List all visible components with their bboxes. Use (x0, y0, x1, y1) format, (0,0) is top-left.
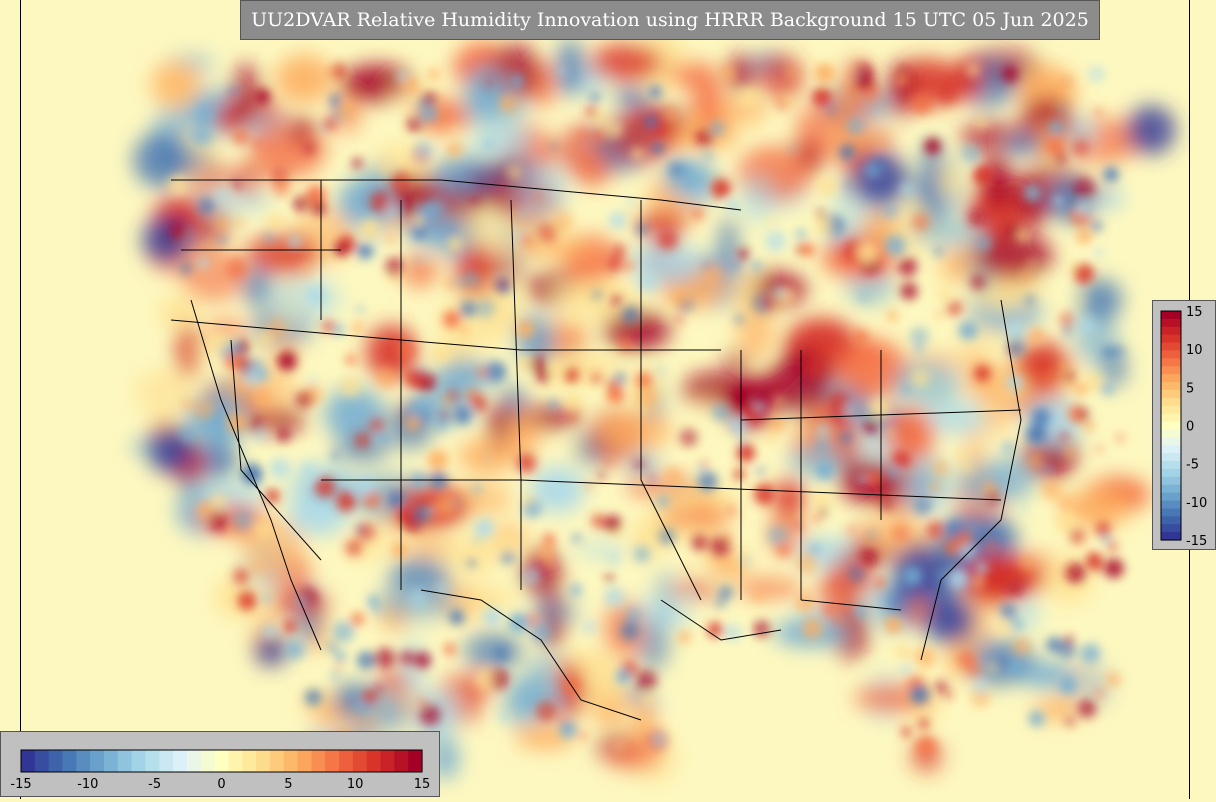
colorbar-cell (228, 750, 243, 772)
colorbar-cell (1161, 342, 1181, 352)
border-line (920, 299, 1022, 661)
colorbar-cell (339, 750, 354, 772)
map-canvas[interactable] (21, 0, 1190, 799)
colorbar-cell (186, 750, 202, 772)
horizontal-colorbar: -15 -10 -5 0 5 10 15 (0, 731, 440, 797)
colorbar-cell (1161, 437, 1181, 446)
colorbar-cell (34, 750, 50, 772)
border-line (190, 299, 322, 651)
colorbar-cell (325, 750, 340, 772)
colorbar-cell (311, 750, 326, 772)
border-line (420, 589, 642, 721)
colorbar-cell (214, 750, 230, 772)
colorbar-tick-label: 0 (217, 777, 225, 792)
colorbar-cell (1161, 524, 1181, 533)
border-line (660, 599, 782, 641)
colorbar-cell (394, 750, 409, 772)
state-borders (170, 179, 1022, 721)
vertical-colorbar: 15 10 5 0 -5 -10 -15 (1152, 300, 1216, 550)
colorbar-cell (173, 750, 188, 772)
colorbar-tick-label: -15 (1186, 534, 1207, 549)
colorbar-cell (269, 750, 285, 772)
colorbar-cell (1161, 389, 1181, 399)
colorbar-tick-label: 15 (1186, 305, 1203, 320)
colorbar-cell (21, 750, 36, 772)
colorbar-cell (62, 750, 77, 772)
colorbar-tick-label: -5 (1186, 458, 1199, 473)
colorbar-cell (1161, 358, 1181, 367)
colorbar-tick-label: 5 (284, 777, 292, 792)
colorbar-cell (1161, 476, 1181, 486)
colorbar-cell (103, 750, 119, 772)
colorbar-cell (1161, 532, 1181, 541)
colorbar-cell (1161, 366, 1181, 375)
border-line (171, 179, 742, 211)
border-line (230, 339, 322, 561)
colorbar-cell (76, 750, 91, 772)
colorbar-cell (283, 750, 299, 772)
colorbar-tick-label: -10 (77, 777, 98, 792)
colorbar-tick-label: 10 (1186, 343, 1203, 358)
colorbar-cell (1161, 311, 1181, 320)
colorbar-cell (200, 750, 216, 772)
colorbar-cell (145, 750, 160, 772)
border-line (740, 409, 1022, 421)
colorbar-tick-label: 5 (1186, 381, 1194, 396)
border-line (640, 200, 702, 601)
colorbar-cell (366, 750, 382, 772)
map-title: UU2DVAR Relative Humidity Innovation usi… (240, 0, 1100, 40)
colorbar-cell (1161, 461, 1181, 470)
colorbar-cell (1161, 492, 1181, 502)
colorbar-tick-label: -5 (148, 777, 161, 792)
colorbar-cell (297, 750, 312, 772)
border-line (170, 319, 721, 351)
colorbar-cell (1161, 374, 1181, 383)
colorbar-cell (1161, 318, 1181, 328)
colorbar-cell (1161, 484, 1181, 494)
colorbar-cell (1161, 413, 1181, 423)
border-line (760, 489, 1002, 501)
colorbar-tick-label: -15 (10, 777, 31, 792)
colorbar-cell (48, 750, 64, 772)
border-line (510, 199, 522, 481)
colorbar-cell (1161, 445, 1181, 454)
colorbar-tick-label: 15 (414, 777, 431, 792)
colorbar-cell (1161, 350, 1181, 359)
colorbar-cell (117, 750, 133, 772)
map-frame[interactable] (20, 0, 1190, 799)
border-line (800, 599, 902, 611)
colorbar-cell (1161, 500, 1181, 510)
colorbar-cell (1161, 382, 1181, 391)
colorbar-cell (90, 750, 105, 772)
colorbar-cell (1161, 429, 1181, 438)
colorbar-cell (1161, 421, 1181, 431)
colorbar-cell (256, 750, 271, 772)
vertical-colorbar-graphic: 15 10 5 0 -5 -10 -15 (1160, 305, 1207, 549)
colorbar-cell (1161, 334, 1181, 344)
horizontal-colorbar-graphic: -15 -10 -5 0 5 10 15 (10, 749, 431, 792)
colorbar-cell (1161, 468, 1181, 478)
colorbar-cell (131, 750, 147, 772)
colorbar-cell (408, 750, 423, 772)
colorbar-tick-label: -10 (1186, 496, 1207, 511)
colorbar-tick-label: 0 (1186, 420, 1194, 435)
colorbar-cell (1161, 516, 1181, 525)
colorbar-cell (1161, 405, 1181, 415)
colorbar-cell (1161, 326, 1181, 336)
colorbar-cell (352, 750, 368, 772)
colorbar-tick-label: 10 (347, 777, 364, 792)
colorbar-cell (1161, 453, 1181, 462)
colorbar-cell (380, 750, 395, 772)
colorbar-cell (1161, 508, 1181, 517)
colorbar-cell (1161, 397, 1181, 407)
colorbar-cell (159, 750, 174, 772)
colorbar-cell (242, 750, 257, 772)
